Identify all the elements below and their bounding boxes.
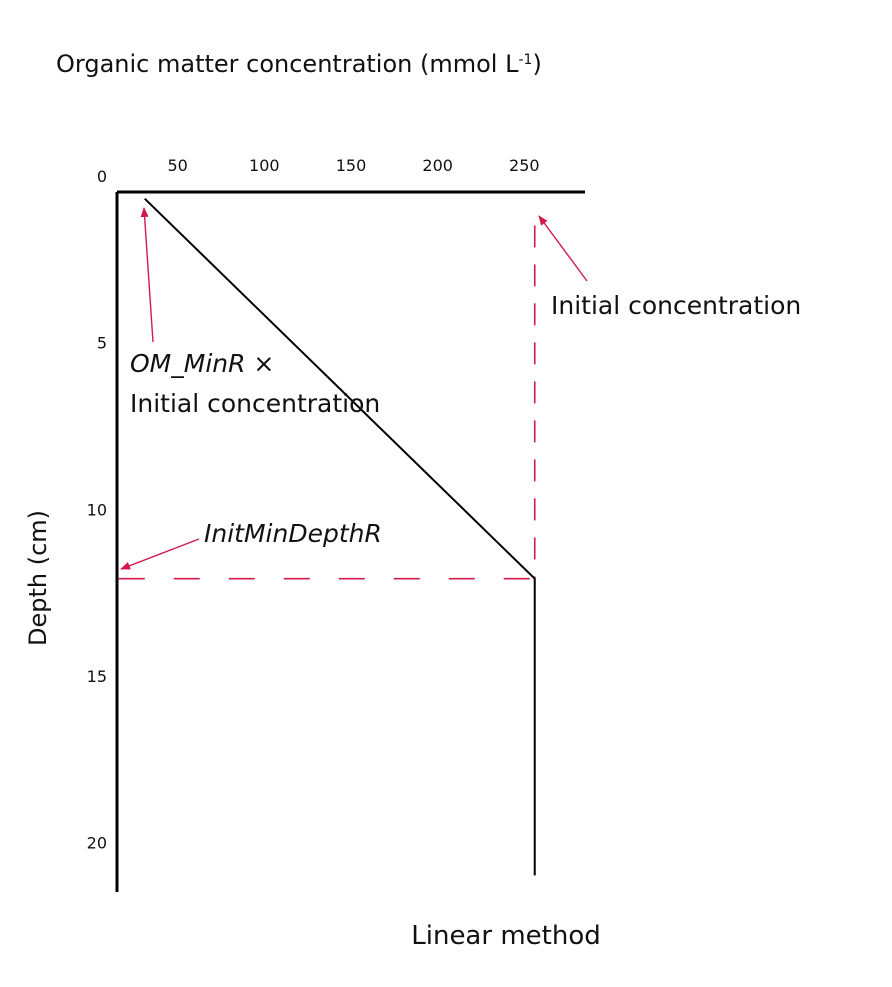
chart-title-superscript: -1 [518,52,532,68]
arrow-om-minr [140,207,154,343]
annotation-initmindepthr: InitMinDepthR [204,519,382,548]
y-tick-label: 0 [97,167,107,186]
chart-caption: Linear method [411,921,600,951]
y-tick-label: 20 [87,834,107,853]
annotation-om-minr: OM_MinR × [130,349,274,378]
annotation-arrows [120,207,588,570]
axes [115,190,585,892]
annotation-initial-concentration: Initial concentration [551,291,801,320]
reference-lines [118,225,536,580]
x-tick-labels: 50 100 150 200 250 [167,156,539,175]
x-tick-label: 200 [422,156,453,175]
y-tick-label: 5 [97,334,107,353]
chart-title-main: Organic matter concentration (mmol L [56,50,519,78]
x-tick-label: 100 [249,156,280,175]
x-tick-label: 50 [167,156,187,175]
annotation-om-minr-times: × [245,349,274,378]
y-tick-label: 15 [87,667,107,686]
x-tick-label: 150 [336,156,367,175]
annotation-om-minr-param: OM_MinR [130,349,245,378]
arrow-initmindepthr [120,538,200,570]
chart-title: Organic matter concentration (mmol L-1) [56,50,542,78]
concentration-profile-line [144,197,536,876]
x-tick-label: 250 [509,156,540,175]
y-tick-labels: 0 5 10 15 20 [87,167,107,853]
data-series [144,197,536,876]
y-tick-label: 10 [87,500,107,519]
y-axis-label: Depth (cm) [24,510,52,646]
arrow-initial-concentration [538,215,588,282]
chart-title-suffix: ) [532,50,541,78]
annotation-om-minr-line2: Initial concentration [130,389,380,418]
